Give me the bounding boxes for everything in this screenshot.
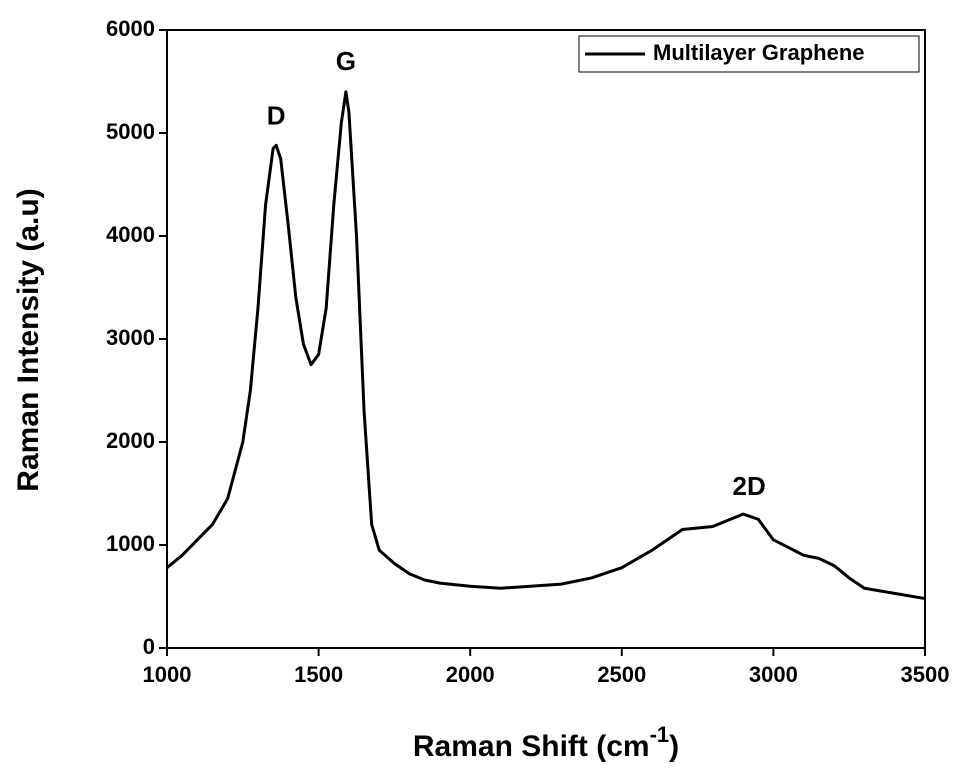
peak-annotation: D	[267, 100, 286, 130]
x-tick-label: 1500	[294, 662, 343, 687]
peak-annotation: G	[336, 46, 356, 76]
x-label-sup: -1	[650, 722, 670, 747]
data-line	[166, 90, 926, 601]
x-tick-label: 3500	[901, 662, 950, 687]
x-tick-label: 2000	[446, 662, 495, 687]
x-label-tail: )	[669, 730, 679, 763]
x-axis-label: Raman Shift (cm-1)	[413, 722, 679, 763]
y-tick-label: 2000	[106, 428, 155, 453]
x-tick-label: 3000	[749, 662, 798, 687]
y-tick-label: 5000	[106, 119, 155, 144]
x-tick-label: 2500	[597, 662, 646, 687]
y-tick-label: 1000	[106, 531, 155, 556]
y-axis-label: Raman Intensity (a.u)	[12, 188, 45, 491]
x-tick-label: 1000	[143, 662, 192, 687]
y-tick-label: 6000	[106, 16, 155, 41]
y-tick-label: 0	[143, 634, 155, 659]
y-tick-label: 3000	[106, 325, 155, 350]
peak-annotation: 2D	[733, 471, 766, 501]
y-tick-label: 4000	[106, 222, 155, 247]
x-label-text: Raman Shift (cm	[413, 730, 650, 763]
legend-label: Multilayer Graphene	[653, 40, 865, 65]
